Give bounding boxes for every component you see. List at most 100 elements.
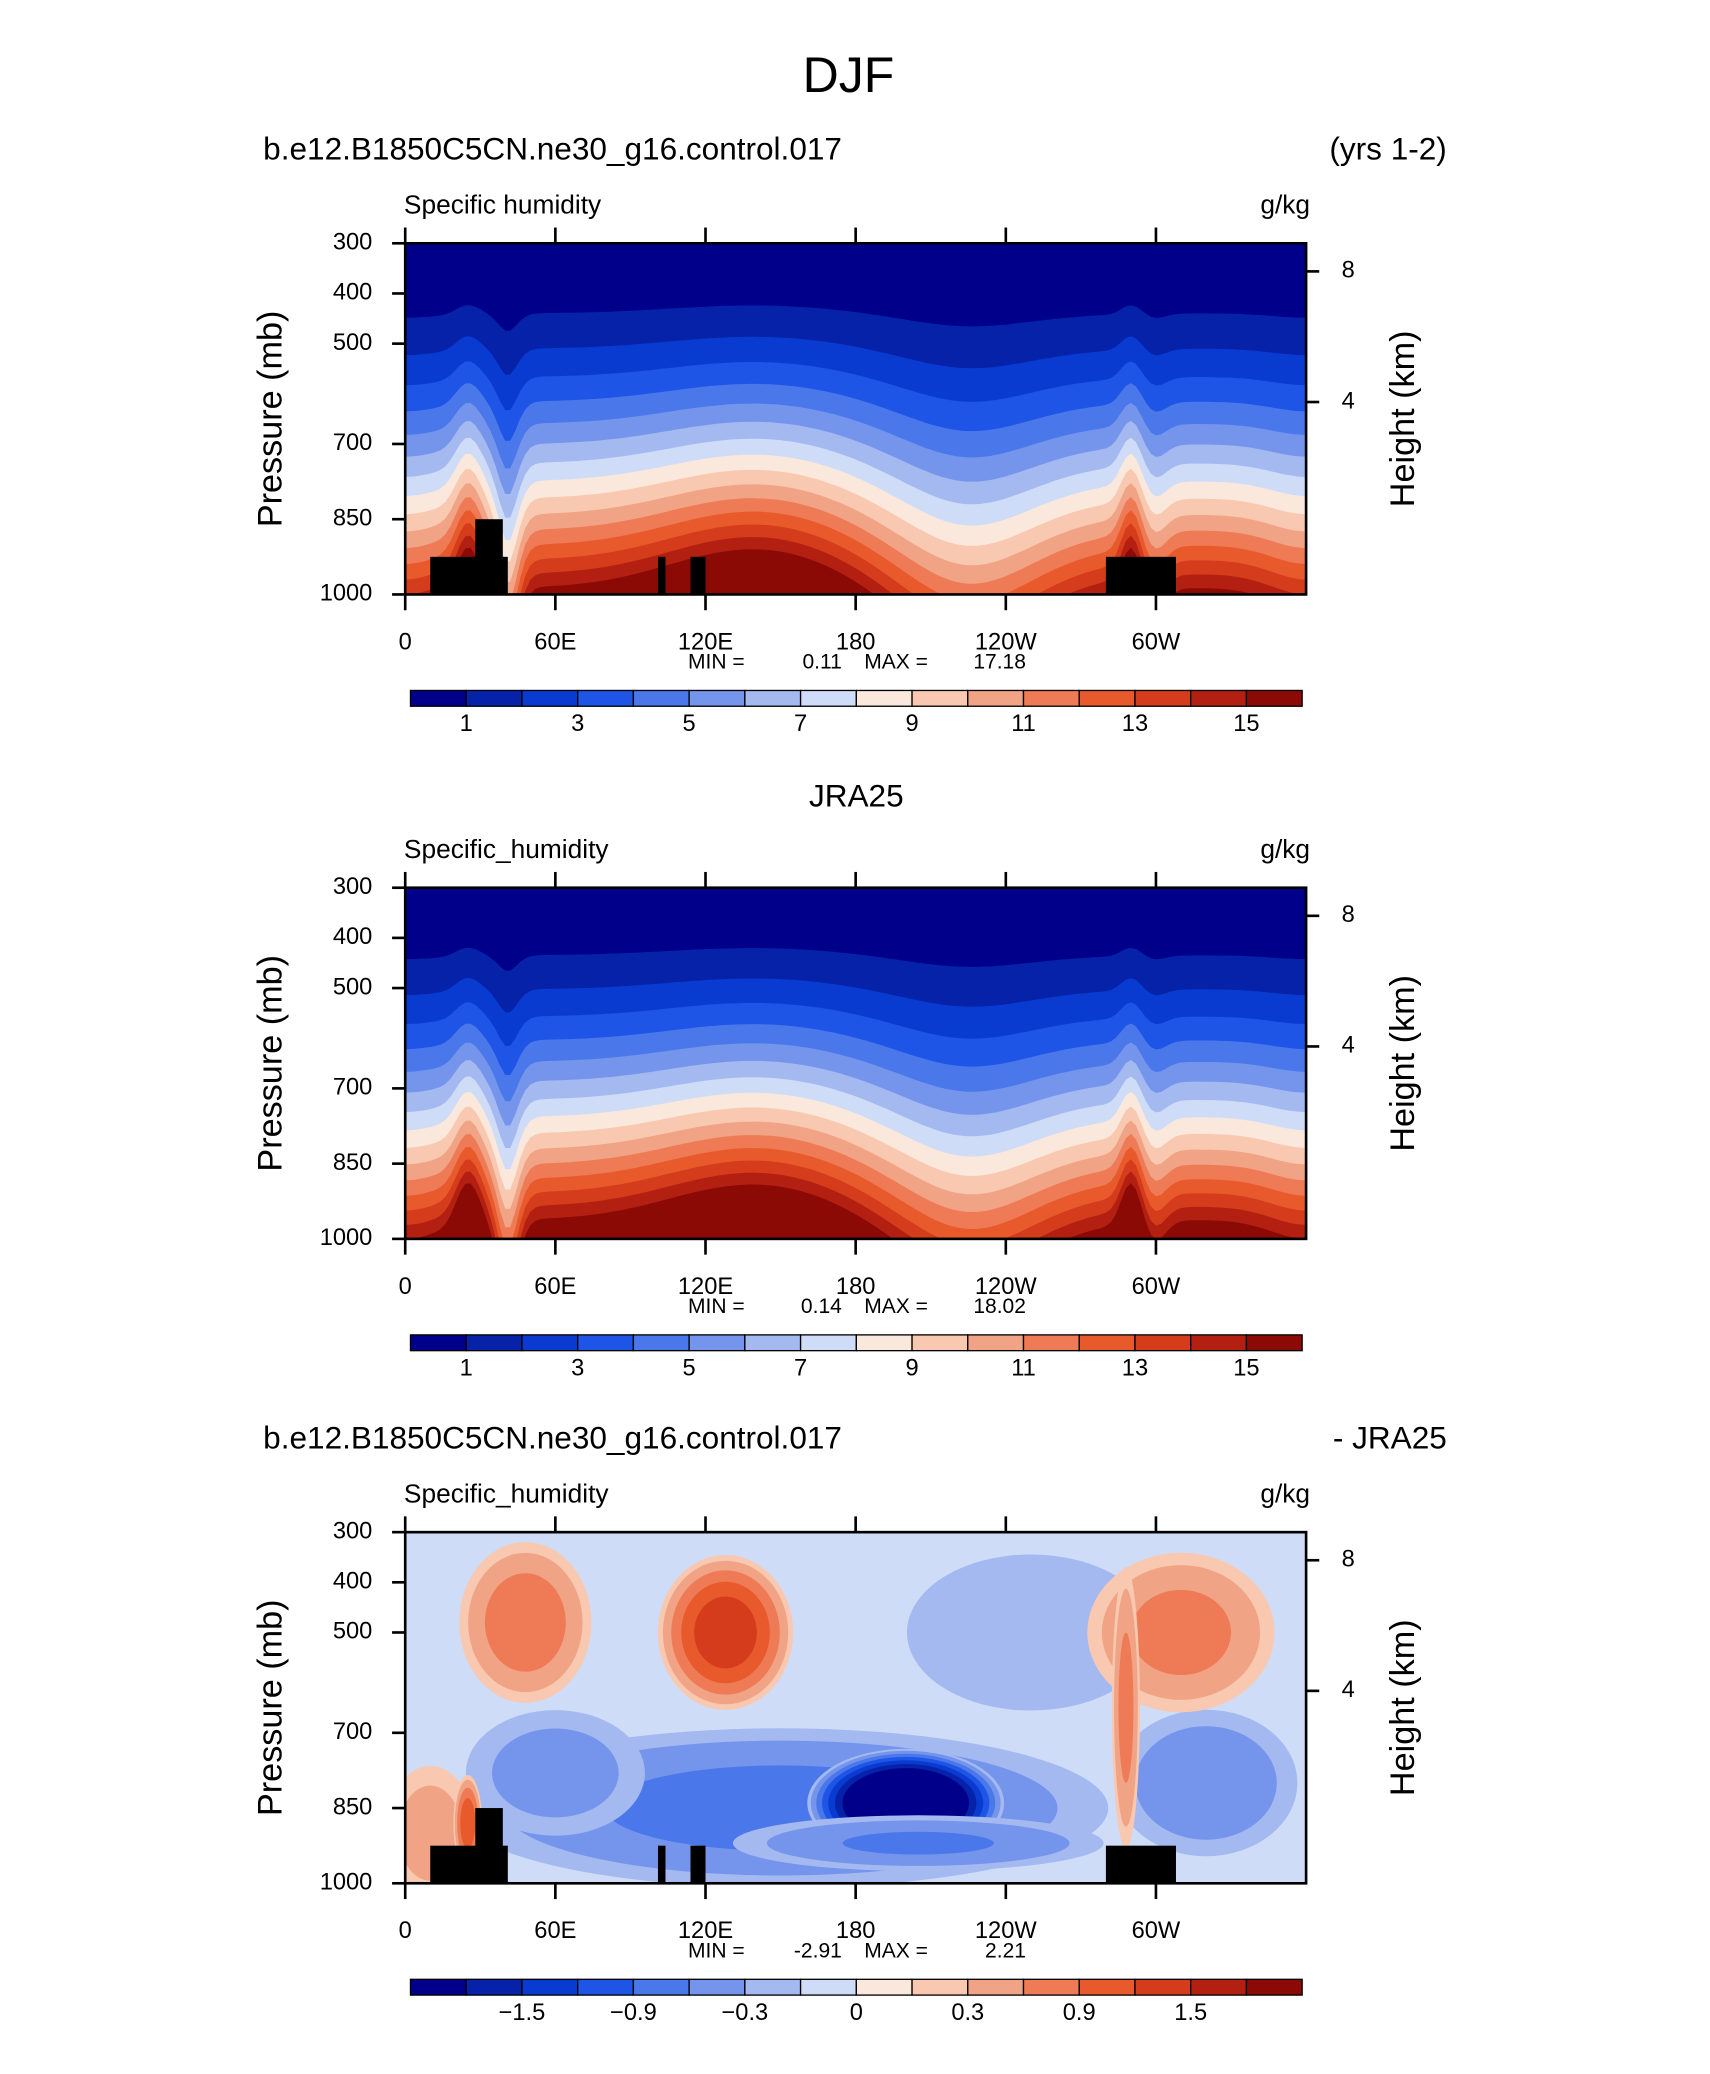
colorbar-label: 11 bbox=[1011, 1355, 1036, 1381]
colorbar-box bbox=[744, 1334, 802, 1352]
colorbar-box bbox=[799, 1334, 857, 1352]
colorbar-label: 7 bbox=[794, 711, 807, 737]
x-tick-label: 60E bbox=[534, 629, 576, 655]
subtitle: Specific humidity bbox=[404, 189, 602, 219]
subtitle: Specific_humidity bbox=[404, 834, 609, 864]
y-tick-label: 500 bbox=[333, 974, 372, 1000]
center-title: JRA25 bbox=[809, 778, 904, 814]
topography bbox=[657, 556, 666, 595]
max-value: 18.02 bbox=[973, 1295, 1026, 1318]
colorbar-box bbox=[1245, 689, 1303, 707]
y2-tick-label: 8 bbox=[1342, 258, 1355, 284]
topography bbox=[657, 1845, 666, 1884]
colorbar-label: 13 bbox=[1122, 711, 1148, 737]
colorbar-box bbox=[1245, 1978, 1303, 1996]
colorbar-label: 9 bbox=[905, 1355, 918, 1381]
units: g/kg bbox=[1260, 1478, 1310, 1508]
colorbar-label: 3 bbox=[571, 711, 584, 737]
contour-band bbox=[484, 1573, 566, 1672]
colorbar-label: 5 bbox=[683, 1355, 696, 1381]
y-tick-label: 1000 bbox=[320, 581, 373, 607]
x-tick-label: 180 bbox=[836, 1918, 875, 1944]
colorbar-label: 3 bbox=[571, 1355, 584, 1381]
contour-band bbox=[906, 1554, 1155, 1711]
y-tick-label: 400 bbox=[333, 280, 372, 306]
y-tick-label: 400 bbox=[333, 1569, 372, 1595]
contour-band bbox=[492, 1728, 619, 1818]
colorbar-box bbox=[911, 1334, 969, 1352]
y-tick-label: 700 bbox=[333, 1075, 372, 1101]
colorbar-label: −0.9 bbox=[610, 2000, 657, 2026]
y-tick-label: 700 bbox=[333, 1719, 372, 1745]
colorbar-box bbox=[967, 1334, 1025, 1352]
y-axis-label: Pressure (mb) bbox=[251, 955, 289, 1172]
colorbar-box bbox=[409, 1334, 467, 1352]
y-tick-label: 400 bbox=[333, 924, 372, 950]
colorbar-label: 0 bbox=[850, 2000, 863, 2026]
colorbar-box bbox=[911, 689, 969, 707]
colorbar-label: −0.3 bbox=[722, 2000, 769, 2026]
colorbar-box bbox=[688, 1978, 746, 1996]
max-value: 2.21 bbox=[985, 1939, 1026, 1962]
colorbar-label: 0.9 bbox=[1063, 2000, 1096, 2026]
y-tick-label: 300 bbox=[333, 230, 372, 256]
colorbar-label: 15 bbox=[1233, 1355, 1259, 1381]
y-tick-label: 1000 bbox=[320, 1225, 373, 1251]
figure-title: DJF bbox=[803, 47, 895, 103]
colorbar-box bbox=[744, 689, 802, 707]
colorbar-box bbox=[632, 689, 690, 707]
topography bbox=[690, 1845, 706, 1884]
y-tick-label: 1000 bbox=[320, 1870, 373, 1896]
colorbar-box bbox=[967, 689, 1025, 707]
colorbar-label: 1 bbox=[460, 1355, 473, 1381]
x-tick-label: 120E bbox=[678, 1918, 733, 1944]
y2-tick-label: 4 bbox=[1342, 1677, 1355, 1703]
max-label: MAX = bbox=[864, 650, 928, 673]
contour-field bbox=[405, 1532, 1307, 1884]
contour-band bbox=[405, 1183, 1307, 1239]
colorbar-box bbox=[409, 1978, 467, 1996]
topography bbox=[1105, 556, 1176, 595]
y-tick-label: 300 bbox=[333, 1518, 372, 1544]
y-tick-label: 700 bbox=[333, 430, 372, 456]
x-tick-label: 0 bbox=[399, 1918, 412, 1944]
colorbar-box bbox=[577, 1334, 635, 1352]
topography bbox=[475, 1808, 503, 1884]
min-label: MIN = bbox=[688, 1295, 745, 1318]
colorbar-box bbox=[688, 689, 746, 707]
subtitle: Specific_humidity bbox=[404, 1478, 609, 1508]
colorbar-box bbox=[465, 1978, 523, 1996]
min-label: MIN = bbox=[688, 650, 745, 673]
colorbar-box bbox=[1134, 689, 1192, 707]
colorbar-box bbox=[1190, 1978, 1248, 1996]
colorbar-box bbox=[1134, 1978, 1192, 1996]
colorbar-box bbox=[465, 689, 523, 707]
colorbar-box bbox=[1190, 1334, 1248, 1352]
max-label: MAX = bbox=[864, 1939, 928, 1962]
colorbar-box bbox=[799, 689, 857, 707]
colorbar-box bbox=[577, 1978, 635, 1996]
colorbar-box bbox=[967, 1978, 1025, 1996]
colorbar-label: 7 bbox=[794, 1355, 807, 1381]
topography bbox=[475, 519, 503, 595]
colorbar-box bbox=[409, 689, 467, 707]
x-tick-label: 60W bbox=[1132, 629, 1181, 655]
y-tick-label: 850 bbox=[333, 1794, 372, 1820]
colorbar-box bbox=[1078, 1334, 1136, 1352]
colorbar-box bbox=[1134, 1334, 1192, 1352]
colorbar-box bbox=[1078, 1978, 1136, 1996]
y-tick-label: 850 bbox=[333, 505, 372, 531]
colorbar-box bbox=[1190, 689, 1248, 707]
colorbar-box bbox=[632, 1334, 690, 1352]
x-tick-label: 120W bbox=[975, 629, 1037, 655]
colorbar-label: 15 bbox=[1233, 711, 1259, 737]
y2-axis-label: Height (km) bbox=[1384, 331, 1422, 508]
x-tick-label: 180 bbox=[836, 629, 875, 655]
x-tick-label: 120E bbox=[678, 1274, 733, 1300]
colorbar-box bbox=[521, 1334, 579, 1352]
contour-field bbox=[405, 887, 1307, 1239]
y2-tick-label: 4 bbox=[1342, 388, 1355, 414]
colorbar-box bbox=[1022, 689, 1080, 707]
right-title: (yrs 1-2) bbox=[1329, 131, 1446, 167]
colorbar-box bbox=[911, 1978, 969, 1996]
